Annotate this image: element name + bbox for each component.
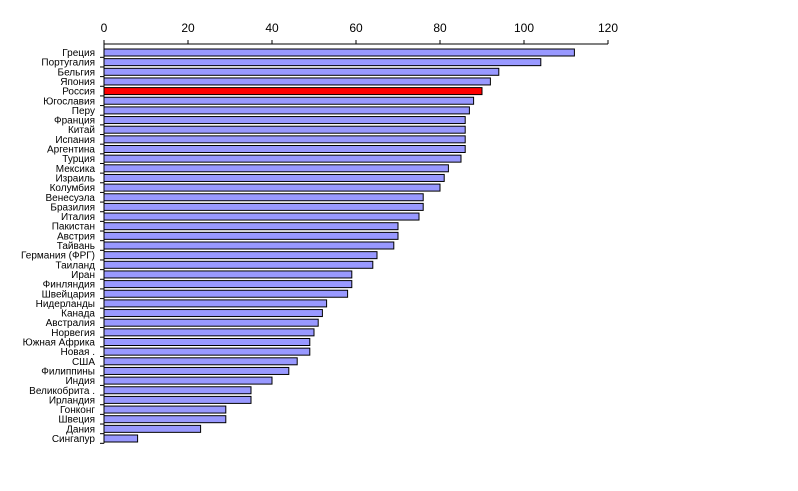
- category-label: Испания: [55, 135, 95, 146]
- x-tick-label: 80: [433, 21, 447, 35]
- x-axis: 0 20 40 60 80 100 120: [100, 21, 618, 444]
- category-label: Греция: [62, 48, 95, 59]
- bar: [103, 173, 445, 182]
- category-label: Дания: [66, 424, 95, 435]
- category-label: Новая .: [60, 347, 95, 358]
- bar: [103, 202, 424, 211]
- bar: [103, 289, 349, 298]
- category-label: Великобрита .: [29, 385, 95, 397]
- bar: [103, 376, 273, 385]
- category-label: Россия: [62, 87, 95, 98]
- bar: [103, 299, 328, 308]
- x-tick-label: 0: [101, 21, 108, 35]
- category-label: Пакистан: [52, 222, 95, 233]
- category-label: Австралия: [46, 318, 95, 329]
- bar: [103, 58, 542, 67]
- category-label: Франция: [54, 116, 95, 127]
- bar: [103, 67, 500, 76]
- bar: [103, 106, 470, 115]
- category-label: Канада: [61, 309, 95, 320]
- bar: [103, 96, 475, 105]
- bar: [103, 338, 311, 346]
- category-label: Австрия: [57, 231, 95, 242]
- category-label: Швеция: [58, 415, 95, 426]
- bar: [103, 231, 399, 240]
- category-label: Иран: [71, 270, 95, 281]
- x-tick-label: 20: [181, 21, 195, 35]
- category-label: Мексика: [56, 164, 96, 175]
- bar: [103, 318, 319, 327]
- bar: [103, 357, 298, 366]
- bar: [103, 347, 311, 356]
- bar: [103, 415, 227, 424]
- category-label: Турция: [62, 154, 95, 165]
- category-label: Италия: [61, 212, 95, 223]
- category-label: Китай: [68, 125, 95, 136]
- category-label: Венесуэла: [46, 193, 96, 204]
- category-label: Перу: [72, 106, 95, 117]
- bar: [103, 260, 374, 269]
- category-label: Бразилия: [50, 202, 95, 213]
- x-tick-label: 60: [349, 21, 363, 35]
- bar: [103, 270, 353, 279]
- bar: [103, 145, 466, 153]
- bar: [103, 212, 420, 221]
- bar: [103, 222, 399, 231]
- category-label: США: [72, 357, 95, 368]
- bar: [103, 116, 466, 125]
- category-label: Португалия: [41, 58, 95, 69]
- category-label: Ирландия: [49, 395, 95, 406]
- bar: [103, 135, 466, 144]
- bar: [103, 405, 227, 414]
- category-labels: ГрецияПортугалияБельгияЯпонияРоссияЮгосл…: [21, 48, 95, 445]
- category-label: Нидерланды: [36, 299, 95, 310]
- category-label: Гонконг: [60, 405, 95, 416]
- category-label: Аргентина: [47, 145, 95, 156]
- bar: [103, 77, 491, 86]
- category-label: Таиланд: [55, 260, 95, 271]
- bar: [103, 366, 290, 375]
- category-label: Тайвань: [57, 241, 95, 252]
- category-label: Финляндия: [43, 280, 95, 291]
- bar: [103, 434, 139, 443]
- bars-layer: [103, 48, 575, 443]
- x-tick-label: 100: [514, 21, 534, 35]
- bar: [103, 241, 395, 250]
- x-tick-label: 40: [265, 21, 279, 35]
- bar: [103, 48, 575, 57]
- bar-highlighted: [103, 87, 483, 96]
- bar: [103, 424, 202, 433]
- bar: [103, 164, 449, 173]
- category-label: Бельгия: [58, 67, 96, 78]
- bar: [103, 386, 252, 395]
- category-label: Индия: [65, 376, 95, 387]
- category-label: Южная Африка: [23, 337, 96, 349]
- bar: [103, 309, 323, 318]
- category-label: Норвегия: [51, 328, 95, 339]
- category-label: Германия (ФРГ): [21, 251, 95, 262]
- category-label: Япония: [60, 77, 95, 88]
- category-label: Сингапур: [52, 434, 96, 445]
- category-label: Швейцария: [42, 289, 95, 300]
- bar: [103, 280, 353, 289]
- x-tick-label: 120: [598, 21, 618, 35]
- category-label: Югославия: [43, 96, 95, 107]
- category-label: Израиль: [55, 173, 95, 184]
- bar: [103, 154, 462, 163]
- bar: [103, 183, 441, 192]
- bar: [103, 251, 378, 260]
- category-label: Колумбия: [50, 182, 95, 194]
- category-label: Филиппины: [41, 366, 95, 377]
- bar: [103, 328, 315, 337]
- bar: [103, 395, 252, 404]
- bar: [103, 193, 424, 202]
- bar: [103, 125, 466, 134]
